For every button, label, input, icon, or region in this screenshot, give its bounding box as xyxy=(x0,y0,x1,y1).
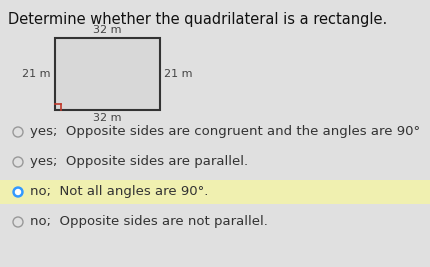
Text: no;  Not all angles are 90°.: no; Not all angles are 90°. xyxy=(30,186,208,198)
Text: no;  Opposite sides are not parallel.: no; Opposite sides are not parallel. xyxy=(30,215,267,229)
Bar xyxy=(0,180,430,204)
Text: 21 m: 21 m xyxy=(22,69,51,79)
Circle shape xyxy=(13,187,23,197)
Text: 21 m: 21 m xyxy=(164,69,192,79)
Text: Determine whether the quadrilateral is a rectangle.: Determine whether the quadrilateral is a… xyxy=(8,12,386,27)
Text: 32 m: 32 m xyxy=(93,25,121,35)
Text: yes;  Opposite sides are parallel.: yes; Opposite sides are parallel. xyxy=(30,155,248,168)
Text: yes;  Opposite sides are congruent and the angles are 90°: yes; Opposite sides are congruent and th… xyxy=(30,125,419,139)
Circle shape xyxy=(15,190,21,194)
Text: 32 m: 32 m xyxy=(93,113,121,123)
Bar xyxy=(55,38,160,110)
